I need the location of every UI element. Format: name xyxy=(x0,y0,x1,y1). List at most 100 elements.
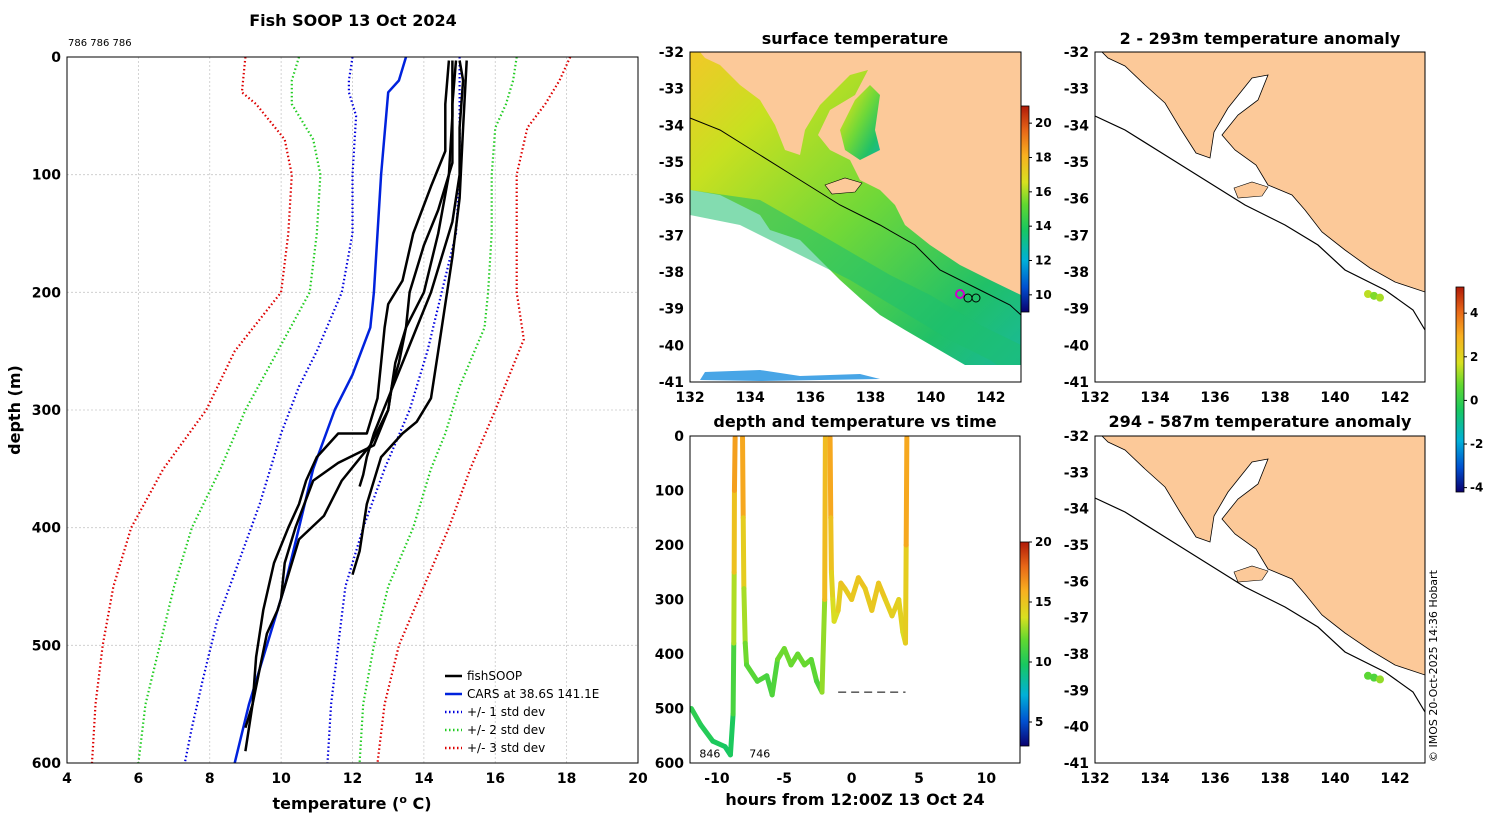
sst-southern-patch xyxy=(700,370,880,381)
depth-time-segment xyxy=(822,436,828,602)
anomaly-shallow-ytick-label: -32 xyxy=(1064,45,1089,61)
anomaly-shallow-ytick-label: -38 xyxy=(1064,265,1089,281)
depth-time-segment xyxy=(731,436,738,493)
profile-series--2-sd xyxy=(358,57,518,763)
anomaly-deep-ticks: 132 134 136 138 140 142 -32 -33 -34 -35 -36 -37 -38 -… xyxy=(1064,429,1410,787)
depth-time-ytick-label: 300 xyxy=(655,593,684,609)
legend-label-fishsoop: fishSOOP xyxy=(467,669,522,683)
depth-time-segment xyxy=(740,515,747,592)
depth-time-segment xyxy=(903,542,909,646)
profile-xtick-label: 16 xyxy=(486,771,505,787)
sst-colorbar-tick-label: 16 xyxy=(1035,185,1052,199)
profile-xtick-label: 8 xyxy=(205,771,215,787)
depth-time-segment xyxy=(727,711,736,758)
profile-xtick-label: 18 xyxy=(557,771,576,787)
anomaly-deep-ytick-label: -39 xyxy=(1064,683,1089,699)
anomaly-deep-point xyxy=(1370,673,1378,682)
anomaly-shallow-axes-box xyxy=(1094,51,1426,383)
depth-time-ytick-label: 200 xyxy=(655,538,684,554)
profile-axes-box xyxy=(66,56,639,764)
profile-xtick-label: 12 xyxy=(343,771,362,787)
profile-xlabel: temperature (o C) xyxy=(272,793,431,813)
anomaly-deep-ytick-label: -32 xyxy=(1064,429,1089,445)
anomaly-shallow-map: 2 - 293m temperature anomaly 132 134 136 13… xyxy=(1064,29,1426,406)
profile-series-cars-mean xyxy=(233,57,408,763)
anomaly-deep-xtick-label: 134 xyxy=(1140,771,1169,787)
anomaly-colorbar xyxy=(1455,286,1465,493)
anomaly-shallow-island xyxy=(1233,181,1269,199)
depth-time-colorbar-tick-label: 5 xyxy=(1035,715,1043,729)
anomaly-deep-land xyxy=(1101,435,1426,676)
depth-time-colorbar-tick-label: 20 xyxy=(1035,535,1052,549)
depth-time-segment xyxy=(808,656,820,684)
sst-shelf-contour xyxy=(689,117,1022,316)
profile-ytick-label: 200 xyxy=(32,285,61,301)
depth-time-xtick-label: 10 xyxy=(977,771,997,787)
depth-time-segment xyxy=(896,597,906,635)
anomaly-shallow-ytick-label: -40 xyxy=(1064,338,1090,354)
anomaly-deep-points xyxy=(1364,671,1384,684)
sst-ytick-label: -36 xyxy=(659,192,684,208)
anomaly-shallow-xtick-label: 134 xyxy=(1140,390,1169,406)
depth-time-segment xyxy=(744,662,760,684)
anomaly-shallow-xtick-label: 138 xyxy=(1260,390,1289,406)
anomaly-deep-ytick-label: -35 xyxy=(1064,538,1089,554)
depth-time-segment xyxy=(849,575,861,602)
sst-colorbar-ticks: 10 12 14 16 18 20 xyxy=(1029,116,1052,302)
depth-time-ytick-label: 100 xyxy=(655,484,684,500)
profile-series-fishsoop xyxy=(279,60,458,599)
anomaly-shallow-ytick-label: -33 xyxy=(1064,82,1089,98)
profile-title: Fish SOOP 13 Oct 2024 xyxy=(249,11,457,30)
profile-chart: Fish SOOP 13 Oct 2024 786 786 786 4 6 8 10 1… xyxy=(5,11,648,813)
sst-ytick-label: -41 xyxy=(659,375,684,391)
depth-time-annotation-746: 746 xyxy=(749,748,770,761)
anomaly-colorbar-tick-label: 2 xyxy=(1470,350,1478,364)
depth-time-segment xyxy=(827,436,834,521)
sst-xtick-label: 140 xyxy=(916,390,945,406)
sst-colorbar-tick-label: 20 xyxy=(1035,116,1052,130)
anomaly-shallow-points xyxy=(1364,290,1384,302)
depth-time-segment xyxy=(742,640,750,668)
anomaly-shallow-ytick-label: -35 xyxy=(1064,155,1089,171)
anomaly-shallow-ytick-label: -37 xyxy=(1064,228,1089,244)
depth-time-segment xyxy=(903,436,910,548)
anomaly-shallow-xtick-label: 140 xyxy=(1320,390,1349,406)
profile-xtick-label: 14 xyxy=(414,771,434,787)
sst-track-point xyxy=(971,293,981,303)
sst-title: surface temperature xyxy=(762,29,949,48)
sst-shelf-band xyxy=(690,190,1021,382)
anomaly-shallow-ytick-label: -36 xyxy=(1064,192,1089,208)
sst-fish-position xyxy=(955,289,965,299)
depth-time-colorbar-tick-label: 10 xyxy=(1035,655,1052,669)
sst-xtick-label: 142 xyxy=(976,390,1005,406)
sst-xtick-label: 132 xyxy=(675,390,704,406)
anomaly-colorbar-tick-label: 4 xyxy=(1470,306,1478,320)
profile-xtick-label: 10 xyxy=(271,771,291,787)
anomaly-colorbar-tick-label: -4 xyxy=(1470,481,1483,495)
depth-time-xtick-label: 5 xyxy=(914,771,924,787)
anomaly-colorbar-tick-label: -2 xyxy=(1470,437,1483,451)
anomaly-shallow-xtick-label: 136 xyxy=(1200,390,1229,406)
profile-ytick-label: 100 xyxy=(32,168,61,184)
anomaly-deep-point xyxy=(1376,675,1384,684)
profile-series-fishsoop xyxy=(244,60,454,729)
anomaly-shallow-point xyxy=(1364,290,1372,298)
anomaly-deep-ytick-label: -41 xyxy=(1064,756,1089,772)
sst-colorbar xyxy=(1020,105,1030,313)
sst-xtick-label: 138 xyxy=(856,390,885,406)
anomaly-colorbar-ticks: -4 -2 0 2 4 xyxy=(1464,306,1483,495)
sst-colorbar-tick-label: 12 xyxy=(1035,254,1052,268)
depth-time-segment xyxy=(869,580,882,613)
anomaly-deep-island xyxy=(1233,565,1269,583)
anomaly-shallow-point xyxy=(1376,293,1384,302)
anomaly-deep-ytick-label: -38 xyxy=(1064,647,1089,663)
anomaly-shallow-ticks: 132 134 136 138 140 142 -32 -33 -34 -35 -36 -37 -38 -… xyxy=(1064,45,1410,406)
sst-ytick-label: -37 xyxy=(659,228,684,244)
sst-ytick-label: -34 xyxy=(659,118,685,134)
profile-series-fishsoop xyxy=(351,60,468,576)
anomaly-deep-xtick-label: 140 xyxy=(1320,771,1349,787)
profile-series--3-sd xyxy=(90,57,293,763)
depth-time-colorbar xyxy=(1019,541,1030,747)
copyright-note: © IMOS 20-Oct-2025 14:36 Hobart xyxy=(1427,569,1440,762)
legend-label-sd3: +/- 3 std dev xyxy=(467,741,545,755)
